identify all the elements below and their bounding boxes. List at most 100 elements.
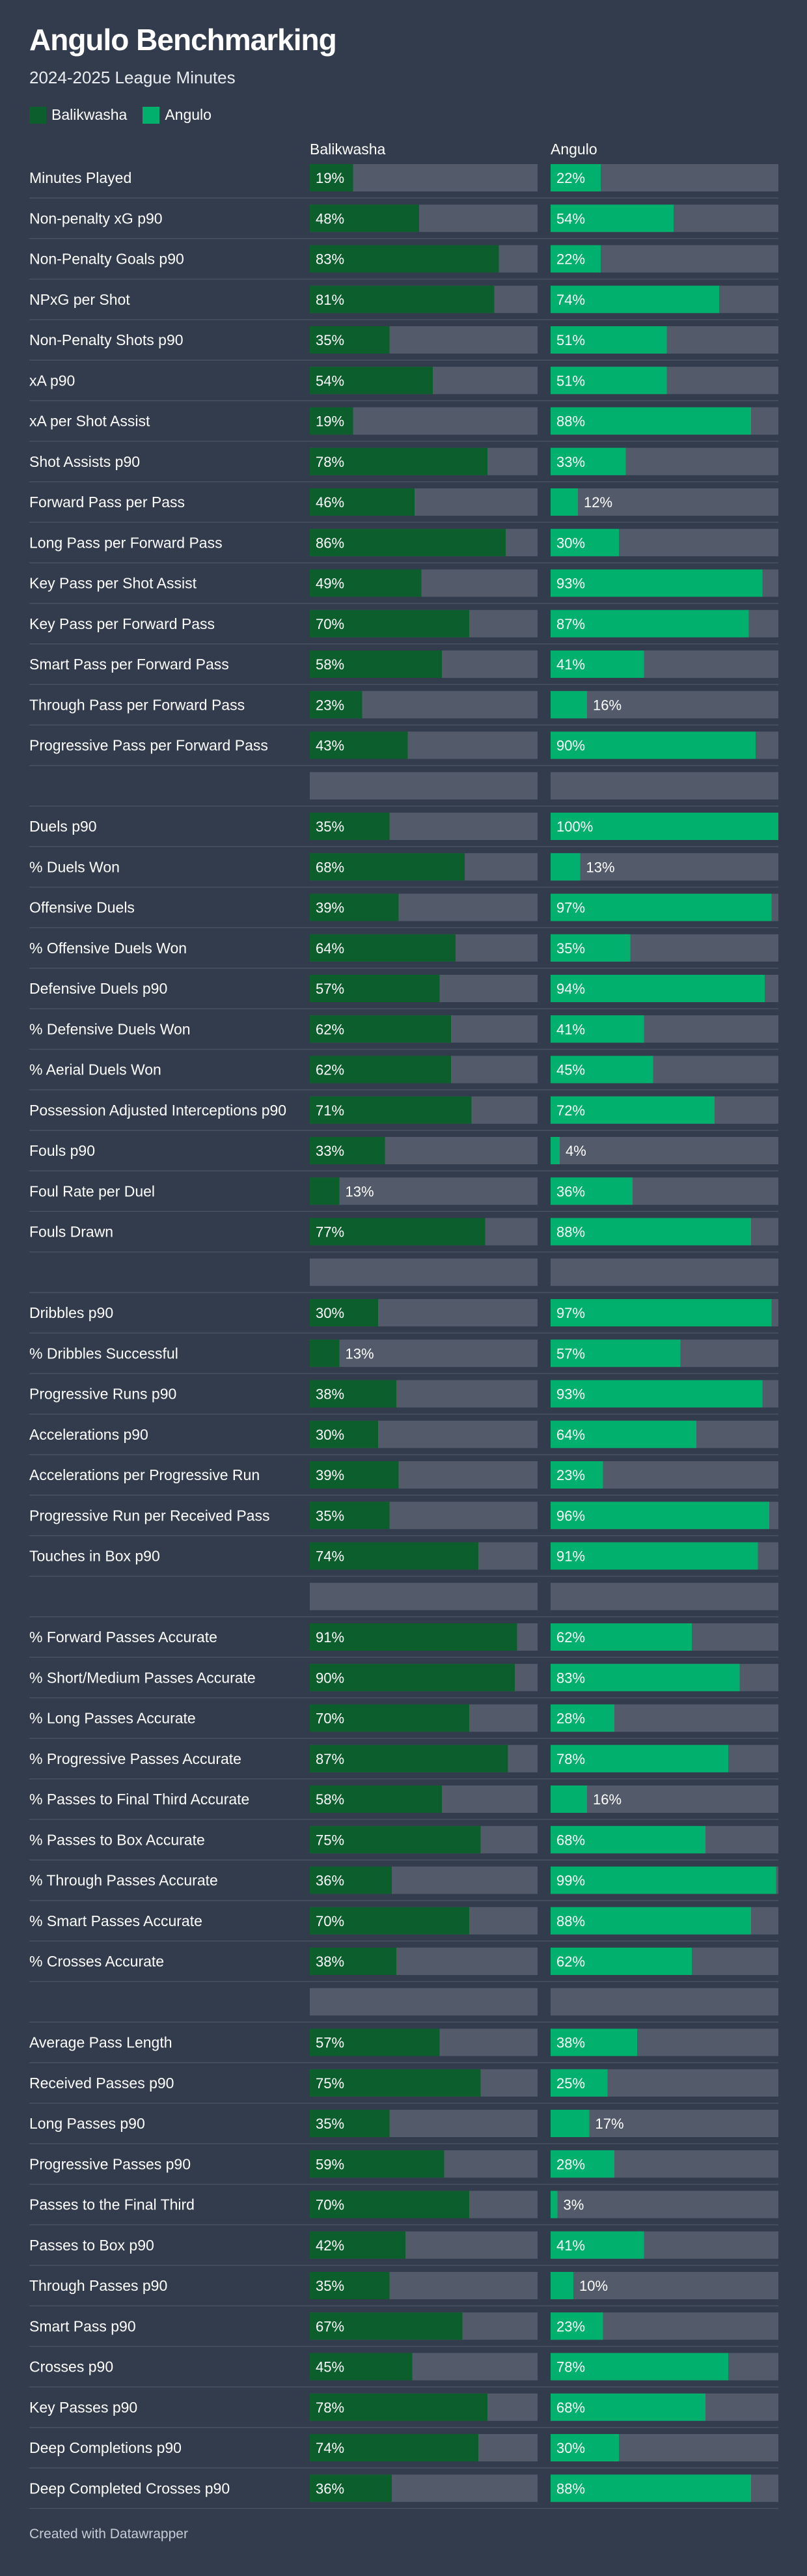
value-label-balikwasha-long-pass-per-forward-pass: 86%	[316, 535, 344, 551]
bar-track-angulo	[551, 691, 778, 719]
bar-angulo-defensive-duels-p90	[551, 975, 765, 1002]
bar-track-balikwasha	[310, 2312, 538, 2340]
row-label-through-passes-p90: Through Passes p90	[29, 2277, 167, 2294]
row-label-accelerations-per-progressive-run: Accelerations per Progressive Run	[29, 1466, 260, 1483]
value-label-balikwasha-offensive-duels-won: 64%	[316, 940, 344, 957]
bar-track-balikwasha	[310, 1785, 538, 1813]
bar-track-angulo	[551, 1785, 778, 1813]
value-label-angulo-fouls-drawn: 88%	[556, 1224, 585, 1240]
bar-track-balikwasha	[310, 1339, 538, 1367]
row-label-forward-passes-accurate: % Forward Passes Accurate	[29, 1629, 217, 1645]
value-label-angulo-accelerations-per-progressive-run: 23%	[556, 1467, 585, 1483]
bar-balikwasha-average-pass-length	[310, 2028, 440, 2056]
bar-track-angulo	[551, 285, 778, 313]
bar-angulo-smart-pass-p90	[551, 2312, 603, 2340]
value-label-balikwasha-fouls-drawn: 77%	[316, 1224, 344, 1240]
bar-balikwasha-non-penalty-xg-p90	[310, 204, 419, 232]
bar-balikwasha-duels-p90	[310, 813, 390, 840]
bar-angulo-offensive-duels-won	[551, 934, 631, 962]
value-label-balikwasha-dribbles-successful: 13%	[346, 1345, 374, 1362]
bar-track-balikwasha	[310, 2393, 538, 2421]
value-label-balikwasha-accelerations-per-progressive-run: 39%	[316, 1467, 344, 1483]
bar-angulo-deep-completed-crosses-p90	[551, 2474, 751, 2502]
bar-track-balikwasha	[310, 1056, 538, 1084]
value-label-balikwasha-progressive-pass-per-forward-pass: 43%	[316, 738, 344, 754]
bar-track-angulo	[551, 1461, 778, 1489]
bar-track-balikwasha	[310, 934, 538, 962]
bar-angulo-smart-pass-per-forward-pass	[551, 651, 644, 678]
value-label-angulo-long-passes-accurate: 28%	[556, 1711, 585, 1727]
value-label-balikwasha-possession-adjusted-interceptions-p90: 71%	[316, 1102, 344, 1119]
bar-balikwasha-received-passes-p90	[310, 2069, 481, 2097]
bar-track-balikwasha	[310, 245, 538, 273]
bar-track-balikwasha	[310, 1907, 538, 1935]
value-label-balikwasha-duels-won: 68%	[316, 859, 344, 875]
bar-angulo-fouls-p90	[551, 1137, 560, 1164]
row-label-possession-adjusted-interceptions-p90: Possession Adjusted Interceptions p90	[29, 1102, 286, 1119]
legend-swatch-balikwasha	[29, 106, 46, 124]
value-label-balikwasha-progressive-passes-p90: 59%	[316, 2156, 344, 2172]
value-label-angulo-deep-completions-p90: 30%	[556, 2440, 585, 2456]
bar-track-balikwasha	[310, 204, 538, 232]
bar-track-angulo	[551, 1907, 778, 1935]
row-label-fouls-drawn: Fouls Drawn	[29, 1224, 113, 1240]
bar-track-angulo	[551, 2150, 778, 2178]
value-label-angulo-offensive-duels-won: 35%	[556, 940, 585, 957]
bar-track-balikwasha	[310, 1177, 538, 1205]
value-label-balikwasha-npxg-per-shot: 81%	[316, 292, 344, 308]
row-label-deep-completed-crosses-p90: Deep Completed Crosses p90	[29, 2480, 230, 2497]
row-label-passes-to-box-p90: Passes to Box p90	[29, 2237, 154, 2254]
bar-angulo-minutes-played	[551, 164, 601, 191]
bar-balikwasha-foul-rate-per-duel	[310, 1177, 340, 1205]
bar-angulo-through-passes-p90	[551, 2272, 573, 2299]
bar-track-angulo	[551, 1582, 778, 1610]
value-label-angulo-xa-p90: 51%	[556, 372, 585, 389]
bar-angulo-average-pass-length	[551, 2028, 637, 2056]
bar-angulo-forward-passes-accurate	[551, 1623, 692, 1651]
bar-balikwasha-through-passes-accurate	[310, 1866, 392, 1894]
bar-track-balikwasha	[310, 2434, 538, 2461]
value-label-angulo-average-pass-length: 38%	[556, 2035, 585, 2051]
bar-angulo-long-passes-accurate	[551, 1704, 614, 1732]
value-label-angulo-forward-passes-accurate: 62%	[556, 1629, 585, 1645]
value-label-angulo-defensive-duels-p90: 94%	[556, 981, 585, 997]
bar-track-angulo	[551, 772, 778, 800]
bar-balikwasha-offensive-duels-won	[310, 934, 456, 962]
value-label-balikwasha-non-penalty-xg-p90: 48%	[316, 210, 344, 227]
bar-track-balikwasha	[310, 1258, 538, 1286]
bar-balikwasha-short-medium-passes-accurate	[310, 1664, 515, 1692]
bar-track-balikwasha	[310, 1948, 538, 1975]
bar-angulo-passes-to-box-accurate	[551, 1826, 705, 1854]
bar-track-balikwasha	[310, 1420, 538, 1448]
bar-track-angulo	[551, 1015, 778, 1043]
bar-track-angulo	[551, 164, 778, 191]
bar-track-angulo	[551, 569, 778, 597]
row-label-npxg-per-shot: NPxG per Shot	[29, 291, 130, 308]
value-label-balikwasha-passes-to-box-p90: 42%	[316, 2237, 344, 2254]
bar-angulo-smart-passes-accurate	[551, 1907, 751, 1935]
value-label-balikwasha-fouls-p90: 33%	[316, 1143, 344, 1159]
value-label-angulo-xa-per-shot-assist: 88%	[556, 413, 585, 430]
value-label-balikwasha-key-pass-per-forward-pass: 70%	[316, 616, 344, 632]
bar-track-angulo	[551, 934, 778, 962]
bar-angulo-touches-in-box-p90	[551, 1542, 758, 1570]
bar-angulo-through-passes-accurate	[551, 1866, 776, 1894]
bar-track-angulo	[551, 2028, 778, 2056]
bar-track-angulo	[551, 813, 778, 840]
value-label-balikwasha-passes-to-final-third-accurate: 58%	[316, 1791, 344, 1808]
bar-track-angulo	[551, 1339, 778, 1367]
row-label-minutes-played: Minutes Played	[29, 169, 131, 186]
value-label-balikwasha-long-passes-p90: 35%	[316, 2116, 344, 2132]
value-label-balikwasha-dribbles-p90: 30%	[316, 1305, 344, 1321]
bar-track-balikwasha	[310, 1623, 538, 1651]
bar-track-balikwasha	[310, 609, 538, 637]
bar-angulo-possession-adjusted-interceptions-p90	[551, 1096, 715, 1124]
bar-track-balikwasha	[310, 2028, 538, 2056]
bar-balikwasha-possession-adjusted-interceptions-p90	[310, 1096, 472, 1124]
row-label-xa-per-shot-assist: xA per Shot Assist	[29, 413, 150, 430]
value-label-balikwasha-smart-pass-per-forward-pass: 58%	[316, 656, 344, 673]
bar-track-balikwasha	[310, 1988, 538, 2016]
row-label-dribbles-successful: % Dribbles Successful	[29, 1345, 178, 1362]
value-label-balikwasha-progressive-runs-p90: 38%	[316, 1386, 344, 1403]
